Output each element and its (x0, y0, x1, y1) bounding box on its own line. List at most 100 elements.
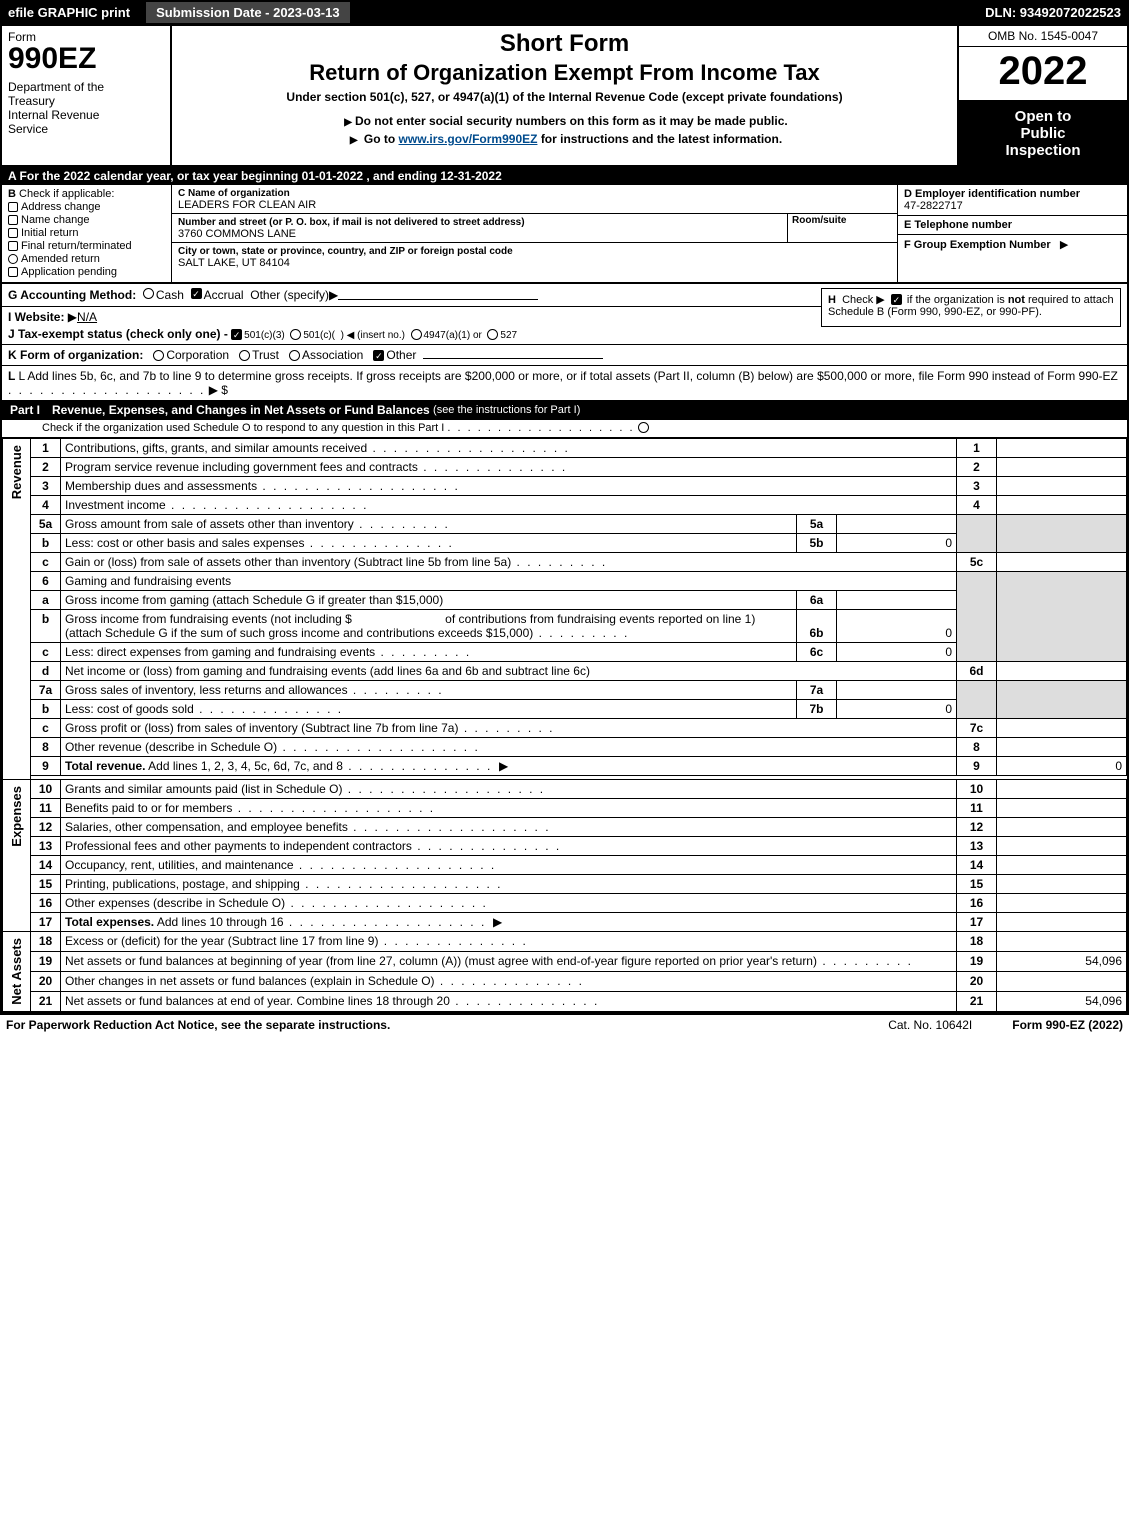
form-number: 990EZ (8, 44, 164, 74)
line-6b-desc1: Gross income from fundraising events (no… (65, 612, 352, 626)
line-5a-row: 5aGross amount from sale of assets other… (3, 515, 1127, 534)
line-19-desc: Net assets or fund balances at beginning… (65, 954, 817, 968)
j-small: 501(c)(3) 501(c)( ) ◀ (insert no.) 4947(… (231, 330, 517, 341)
form-990ez: Form 990EZ Department of theTreasuryInte… (0, 24, 1129, 1014)
part-title: Revenue, Expenses, and Changes in Net As… (52, 403, 430, 417)
page-footer: For Paperwork Reduction Act Notice, see … (0, 1014, 1129, 1035)
501c3-checkbox[interactable] (231, 329, 242, 340)
cash-radio[interactable] (143, 288, 154, 299)
j-label: J Tax-exempt status (check only one) - (8, 327, 231, 341)
tax-year: 2022 (959, 47, 1127, 102)
part-1-header: Part I Revenue, Expenses, and Changes in… (2, 400, 1127, 420)
goto-pre: Go to (364, 132, 399, 146)
line-7b-val: 0 (837, 700, 957, 719)
line-8-desc: Other revenue (describe in Schedule O) (65, 740, 277, 754)
line-1-row: Revenue 1 Contributions, gifts, grants, … (3, 439, 1127, 458)
line-7b-desc: Less: cost of goods sold (65, 702, 194, 716)
chk-name[interactable]: Name change (8, 214, 165, 226)
line-5c-row: cGain or (loss) from sale of assets othe… (3, 553, 1127, 572)
accrual-label: Accrual (204, 288, 244, 302)
goto-line: Go to www.irs.gov/Form990EZ for instruct… (182, 132, 947, 146)
assoc-radio[interactable] (289, 350, 300, 361)
other-specify-input[interactable] (338, 288, 538, 300)
chk-initial[interactable]: Initial return (8, 227, 165, 239)
l-text: L Add lines 5b, 6c, and 7b to line 9 to … (18, 369, 1117, 383)
trust-radio[interactable] (239, 350, 250, 361)
chk-final[interactable]: Final return/terminated (8, 240, 165, 252)
527-radio[interactable] (487, 329, 498, 340)
line-10-desc: Grants and similar amounts paid (list in… (65, 782, 342, 796)
chk-pending[interactable]: Application pending (8, 266, 165, 278)
line-18-row: Net Assets 18Excess or (deficit) for the… (3, 932, 1127, 952)
street-label: Number and street (or P. O. box, if mail… (178, 217, 525, 228)
l-amount: $ (221, 383, 228, 397)
org-name-row: C Name of organization LEADERS FOR CLEAN… (172, 185, 897, 214)
ein-value: 47-2822717 (904, 200, 963, 212)
chk-amended[interactable]: Amended return (8, 253, 165, 265)
line-6d-desc: Net income or (loss) from gaming and fun… (65, 664, 590, 678)
accrual-checkbox-checked[interactable] (191, 288, 202, 299)
line-6d-row: dNet income or (loss) from gaming and fu… (3, 662, 1127, 681)
b-label: B (8, 188, 16, 200)
line-21-val: 54,096 (997, 991, 1127, 1011)
header-left: Form 990EZ Department of theTreasuryInte… (2, 26, 172, 165)
g-label: G Accounting Method: (8, 288, 136, 302)
short-form-title: Short Form (182, 30, 947, 58)
irs-link[interactable]: www.irs.gov/Form990EZ (399, 132, 538, 146)
row-k: K Form of organization: Corporation Trus… (2, 344, 1127, 365)
line-14-row: 14Occupancy, rent, utilities, and mainte… (3, 856, 1127, 875)
row-g: G Accounting Method: Cash Accrual Other … (2, 284, 821, 306)
line-9-val: 0 (997, 757, 1127, 776)
line-10-row: Expenses 10Grants and similar amounts pa… (3, 780, 1127, 799)
open-to-public: Open toPublicInspection (959, 102, 1127, 165)
line-20-desc: Other changes in net assets or fund bala… (65, 974, 435, 988)
c-label: C (178, 188, 185, 199)
line-12-row: 12Salaries, other compensation, and empl… (3, 818, 1127, 837)
h-checkbox[interactable] (891, 294, 902, 305)
row-l: L L Add lines 5b, 6c, and 7b to line 9 t… (2, 365, 1127, 400)
department-label: Department of theTreasuryInternal Revenu… (8, 80, 164, 136)
row-j: J Tax-exempt status (check only one) - 5… (2, 327, 1127, 344)
chk-address[interactable]: Address change (8, 201, 165, 213)
line-16-row: 16Other expenses (describe in Schedule O… (3, 894, 1127, 913)
line-5a-desc: Gross amount from sale of assets other t… (65, 517, 354, 531)
line-a: A For the 2022 calendar year, or tax yea… (2, 167, 1127, 185)
other-org-input[interactable] (423, 358, 603, 359)
top-bar: efile GRAPHIC print Submission Date - 20… (0, 0, 1129, 24)
line-1-desc: Contributions, gifts, grants, and simila… (65, 441, 367, 455)
header-center: Short Form Return of Organization Exempt… (172, 26, 957, 165)
line-7c-row: cGross profit or (loss) from sales of in… (3, 719, 1127, 738)
line-18-desc: Excess or (deficit) for the year (Subtra… (65, 934, 378, 948)
dots (8, 383, 205, 397)
line-13-row: 13Professional fees and other payments t… (3, 837, 1127, 856)
form-header: Form 990EZ Department of theTreasuryInte… (2, 26, 1127, 167)
h-letter: H (828, 294, 836, 306)
4947-radio[interactable] (411, 329, 422, 340)
501c-radio[interactable] (290, 329, 301, 340)
arrow-icon (341, 114, 355, 128)
line-6b-val: 0 (837, 610, 957, 643)
line-7a-desc: Gross sales of inventory, less returns a… (65, 683, 348, 697)
other-checkbox[interactable] (373, 350, 384, 361)
part-note: (see the instructions for Part I) (433, 404, 580, 416)
line-8-row: 8Other revenue (describe in Schedule O) … (3, 738, 1127, 757)
form-ref: Form 990-EZ (2022) (1012, 1018, 1123, 1032)
efile-label[interactable]: efile GRAPHIC print (0, 5, 138, 20)
paperwork-notice: For Paperwork Reduction Act Notice, see … (6, 1018, 848, 1032)
line-3-desc: Membership dues and assessments (65, 479, 257, 493)
room-label: Room/suite (792, 215, 846, 226)
netassets-vertical: Net Assets (3, 932, 31, 1012)
omb-number: OMB No. 1545-0047 (959, 26, 1127, 47)
line-5c-desc: Gain or (loss) from sale of assets other… (65, 555, 511, 569)
line-7c-desc: Gross profit or (loss) from sales of inv… (65, 721, 458, 735)
cash-label: Cash (156, 288, 184, 302)
street-value: 3760 COMMONS LANE (178, 228, 296, 240)
submission-date: Submission Date - 2023-03-13 (144, 0, 352, 25)
section-b: B Check if applicable: Address change Na… (2, 185, 1127, 284)
line-17-row: 17Total expenses. Add lines 10 through 1… (3, 913, 1127, 932)
form-subtitle: Under section 501(c), 527, or 4947(a)(1)… (182, 90, 947, 104)
corp-radio[interactable] (153, 350, 164, 361)
col-b-checkboxes: B Check if applicable: Address change Na… (2, 185, 172, 282)
city-label: City or town, state or province, country… (178, 246, 513, 257)
schedule-o-checkbox[interactable] (638, 422, 649, 433)
